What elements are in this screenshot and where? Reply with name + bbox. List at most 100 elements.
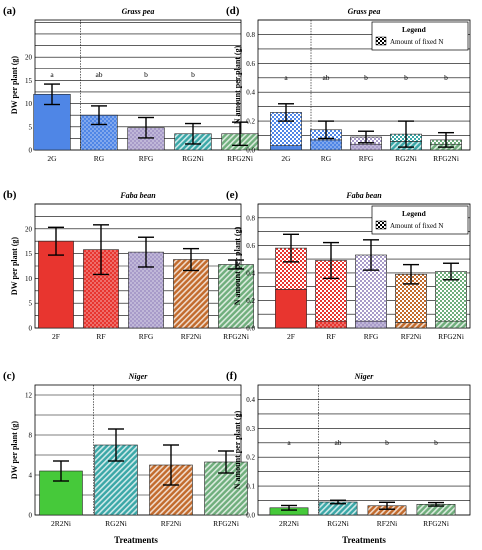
y-tick-label: 0.0: [246, 325, 255, 333]
plot-frame: [34, 384, 242, 516]
category-label: RFG2Ni: [433, 154, 459, 163]
legend-title: Legend: [402, 25, 427, 34]
legend-box: [371, 21, 469, 51]
significance-letter: a: [287, 438, 291, 447]
category-label: RG2Ni: [105, 519, 127, 528]
panel-title: Niger: [128, 372, 149, 381]
panel-title: Grass pea: [348, 7, 381, 16]
panel-label: (f): [226, 370, 237, 382]
bar-nonfixed-n: [310, 139, 342, 151]
y-tick-label: 0.8: [246, 214, 255, 222]
panel-label: (e): [226, 189, 239, 201]
category-label: 2F: [52, 332, 60, 341]
y-tick-label: 0.2: [246, 118, 255, 126]
bar-nonfixed-n: [270, 145, 302, 151]
panel-title: Faba bean: [119, 191, 156, 200]
category-label: 2G: [281, 154, 291, 163]
y-tick-label: 15: [25, 250, 33, 258]
bar: [218, 264, 254, 329]
panel-title: Grass pea: [122, 7, 155, 16]
plot-frame: [257, 384, 471, 516]
category-label: RFG2Ni: [227, 154, 253, 163]
category-label: RG: [94, 154, 105, 163]
legend-item: Amount of fixed N: [390, 222, 443, 230]
y-tick-label: 12: [25, 392, 33, 400]
panel-label: (c): [3, 370, 16, 382]
chart-panel: 0 5 10 15 20 DW per plant (g) Faba bean (b) 2F RF…: [3, 189, 254, 341]
significance-letter: b: [191, 70, 195, 79]
y-tick-label: 10: [25, 100, 33, 108]
bar-nonfixed-n: [355, 320, 387, 329]
category-label: RF2Ni: [401, 332, 421, 341]
y-tick-label: 0: [29, 147, 33, 155]
legend-title: Legend: [402, 209, 427, 218]
chart-panel: 0.0 0.2 0.4 0.6 0.8 N amount per plant (g) Gra…: [226, 5, 471, 163]
significance-letter: ab: [322, 73, 329, 82]
category-label: RF2Ni: [161, 519, 181, 528]
y-axis-label: DW per plant (g): [10, 421, 19, 479]
y-tick-label: 0.4: [246, 269, 255, 277]
y-tick-label: 0: [29, 325, 33, 333]
y-tick-label: 15: [25, 77, 33, 85]
y-tick-label: 0.6: [246, 60, 255, 68]
significance-letter: b: [444, 73, 448, 82]
y-tick-label: 0.8: [246, 31, 255, 39]
y-axis-label: N amount per plant (g): [233, 45, 242, 124]
panel-label: (d): [226, 5, 240, 17]
y-axis-label: N amount per plant (g): [233, 410, 242, 489]
y-axis-label: DW per plant (g): [10, 237, 19, 295]
significance-letter: b: [364, 73, 368, 82]
category-label: RG2Ni: [327, 519, 349, 528]
y-axis-label: DW per plant (g): [10, 56, 19, 114]
significance-letter: a: [50, 70, 54, 79]
category-label: RFG: [364, 332, 379, 341]
y-axis-label: N amount per plant (g): [233, 226, 242, 305]
bar-nonfixed-n: [435, 320, 467, 329]
panel-title: Niger: [354, 372, 375, 381]
y-tick-label: 0.3: [246, 425, 255, 433]
x-axis-label-left: Treatments: [114, 535, 158, 545]
y-tick-label: 0.0: [246, 512, 255, 520]
significance-letter: b: [238, 70, 242, 79]
y-tick-label: 20: [25, 54, 33, 62]
y-tick-label: 5: [29, 300, 33, 308]
category-label: RF: [326, 332, 335, 341]
y-tick-label: 4: [29, 472, 33, 480]
bar-nonfixed-n: [350, 143, 382, 151]
legend-swatch: [375, 36, 387, 46]
y-tick-label: 8: [29, 432, 33, 440]
y-tick-label: 0.4: [246, 396, 255, 404]
chart-panel: 0.0 0.2 0.4 0.6 0.8 N amount per plant (g) Fab…: [226, 189, 471, 341]
significance-letter: b: [434, 438, 438, 447]
x-axis-label-right: Treatments: [342, 535, 386, 545]
chart-panel: 0 4 8 12 DW per plant (g) Niger (c) 2R2Ni RG2Ni R…: [3, 370, 248, 528]
category-label: RFG2Ni: [423, 519, 449, 528]
significance-letter: b: [385, 438, 389, 447]
category-label: RFG: [359, 154, 374, 163]
bar-fixed-n: [435, 271, 467, 322]
chart-panel: 0 5 10 15 20 DW per plant (g) Grass pea (a) 2G a R…: [3, 5, 259, 163]
category-label: RFG: [139, 332, 154, 341]
significance-letter: a: [284, 73, 288, 82]
legend-swatch: [375, 220, 387, 230]
category-label: RF2Ni: [377, 519, 397, 528]
y-tick-label: 0.1: [246, 483, 255, 491]
y-tick-label: 0: [29, 512, 33, 520]
legend-item: Amount of fixed N: [390, 38, 443, 46]
significance-letter: b: [144, 70, 148, 79]
bar-nonfixed-n: [395, 322, 427, 329]
category-label: RG2Ni: [395, 154, 417, 163]
y-tick-label: 5: [29, 123, 33, 131]
bar-nonfixed-n: [275, 289, 307, 329]
category-label: RFG2Ni: [213, 519, 239, 528]
category-label: RG2Ni: [182, 154, 204, 163]
panel-title: Faba bean: [345, 191, 382, 200]
category-label: RFG: [139, 154, 154, 163]
category-label: 2R2Ni: [279, 519, 299, 528]
significance-letter: ab: [334, 438, 341, 447]
y-tick-label: 0.4: [246, 89, 255, 97]
bar-nonfixed-n: [315, 320, 347, 329]
category-label: RG: [321, 154, 332, 163]
category-label: RFG2Ni: [438, 332, 464, 341]
